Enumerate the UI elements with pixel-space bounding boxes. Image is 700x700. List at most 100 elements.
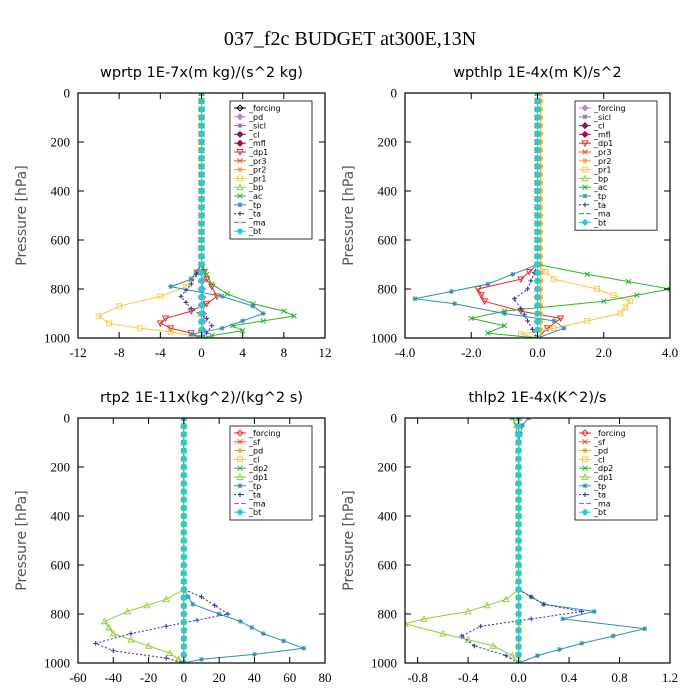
data-point	[193, 271, 199, 277]
data-point	[541, 601, 547, 607]
data-point	[533, 113, 542, 122]
legend-entry: _ta	[593, 201, 606, 210]
data-point	[197, 236, 206, 244]
data-point	[483, 601, 491, 609]
legend-marker	[581, 130, 589, 139]
legend-marker	[237, 439, 243, 445]
data-point	[240, 318, 246, 324]
data-point	[197, 252, 206, 260]
data-point	[511, 296, 517, 302]
data-point	[625, 278, 632, 285]
legend-entry: _bt	[248, 227, 261, 236]
series-group	[405, 418, 648, 663]
legend-marker	[582, 193, 588, 199]
data-point	[162, 595, 170, 603]
data-point	[514, 455, 523, 463]
data-point	[514, 577, 523, 585]
data-point	[109, 629, 117, 637]
data-point	[528, 594, 534, 600]
data-point	[579, 609, 585, 614]
x-tick-label: 20	[213, 670, 226, 685]
data-point	[213, 293, 221, 301]
legend-marker	[236, 429, 244, 437]
legend-marker	[237, 193, 243, 199]
legend-entry: _dp1	[248, 473, 268, 482]
legend-entry: _mfl	[248, 139, 266, 148]
legend-marker	[237, 202, 243, 208]
data-point	[212, 603, 218, 608]
y-axis-label: Pressure [hPa]	[341, 165, 357, 265]
data-point	[533, 285, 542, 293]
data-point	[501, 311, 507, 316]
series-group	[93, 418, 307, 663]
data-point	[219, 325, 225, 331]
legend-entry: _ma	[593, 210, 611, 219]
data-point	[197, 195, 206, 203]
data-point	[533, 309, 542, 318]
data-point	[501, 308, 508, 314]
data-point	[514, 618, 523, 626]
legend-entry: _ta	[248, 491, 261, 500]
data-point	[514, 487, 523, 496]
legend-marker	[236, 183, 244, 191]
data-point	[178, 293, 184, 299]
data-point	[528, 278, 534, 284]
data-point	[514, 512, 523, 520]
data-point	[551, 325, 557, 332]
plot-frame	[404, 417, 671, 664]
data-point	[533, 130, 542, 138]
data-point	[610, 292, 617, 298]
data-point	[197, 146, 206, 154]
data-point	[180, 438, 188, 447]
data-point	[533, 154, 542, 162]
legend-marker	[581, 473, 589, 480]
data-point	[412, 296, 418, 302]
legend-marker	[581, 140, 589, 148]
data-point	[514, 528, 523, 536]
data-point	[291, 313, 297, 319]
y-tick-label: 800	[378, 282, 398, 297]
x-tick-label: -60	[69, 670, 86, 685]
data-point	[163, 623, 169, 629]
data-point	[123, 607, 132, 615]
data-point	[197, 130, 206, 138]
legend-entry: _sf	[248, 438, 260, 447]
data-point	[533, 146, 542, 154]
legend-entry: _pr3	[593, 148, 611, 157]
legend-entry: _cl	[248, 455, 260, 464]
legend-entry: _pd	[248, 113, 263, 122]
legend-entry: _ma	[248, 499, 266, 508]
series-group	[95, 93, 297, 338]
legend-entry: _bt	[248, 508, 261, 517]
data-point	[183, 287, 189, 293]
data-point	[600, 298, 607, 305]
x-tick-label: 1.2	[662, 670, 678, 685]
y-tick-label: 200	[51, 135, 71, 150]
data-point	[533, 301, 542, 309]
x-tick-label: 8	[281, 345, 288, 360]
data-point	[157, 293, 164, 300]
y-tick-label: 1000	[44, 331, 70, 346]
data-point	[209, 281, 215, 287]
data-point	[514, 520, 523, 528]
series-markers-bt	[514, 418, 523, 663]
legend-entry: _pr2	[248, 166, 266, 175]
legend-entry: _tp	[248, 201, 261, 210]
data-point	[533, 97, 542, 105]
data-point	[525, 286, 530, 292]
legend-marker	[582, 202, 588, 208]
data-point	[224, 291, 230, 297]
legend-entry: _bp	[593, 174, 608, 183]
series-line-ta	[94, 418, 230, 663]
data-point	[106, 320, 112, 327]
data-point	[166, 649, 174, 657]
data-point	[197, 203, 206, 211]
legend-marker	[237, 158, 243, 164]
data-point	[216, 611, 222, 617]
legend-entry: _forcing	[248, 104, 281, 113]
data-point	[533, 171, 542, 179]
data-point	[533, 228, 542, 236]
data-point	[533, 179, 542, 187]
x-tick-label: -4.0	[395, 345, 416, 360]
